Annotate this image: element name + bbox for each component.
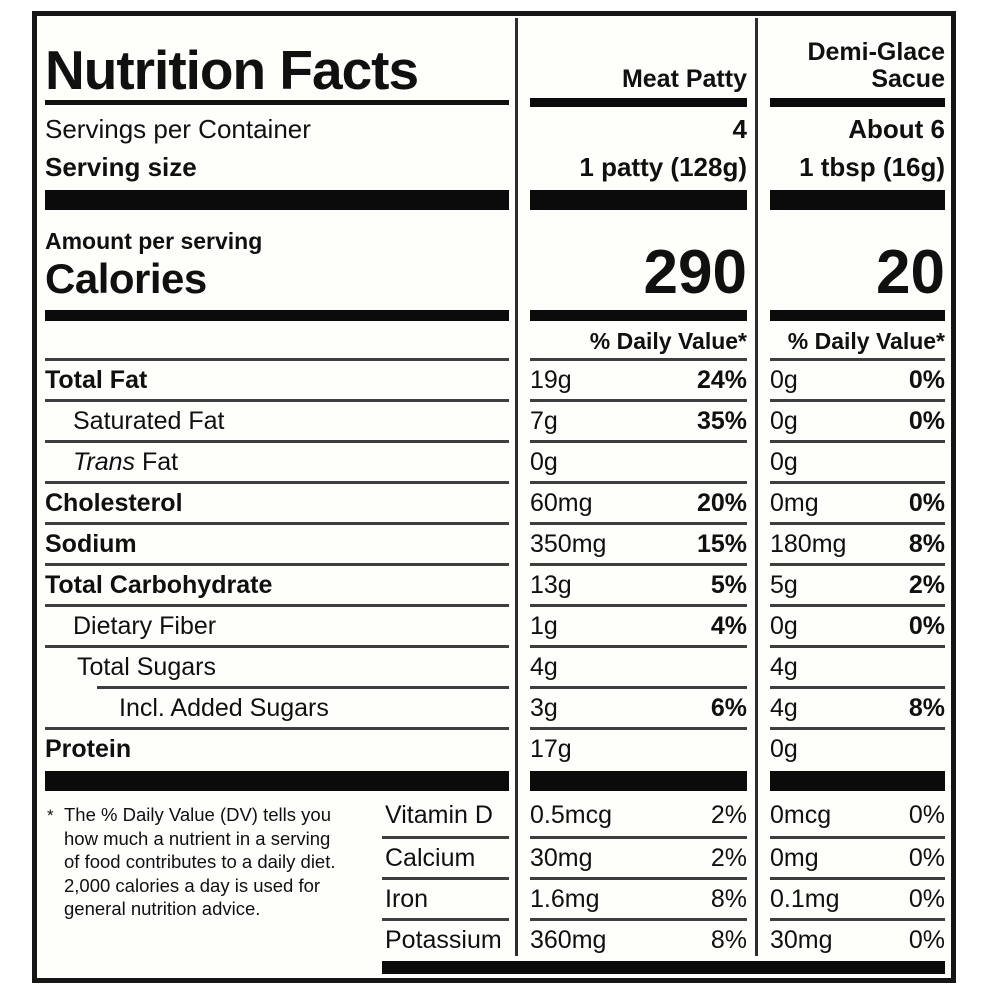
footnote-text: The % Daily Value (DV) tells you how muc… xyxy=(64,804,336,919)
nutrient-row-saturated-fat: Saturated Fat 7g 35% 0g 0% xyxy=(37,399,951,440)
column-divider-1 xyxy=(515,18,518,956)
daily-value-header-meat: % Daily Value* xyxy=(589,327,747,354)
serving-size-sauce: 1 tbsp (16g) xyxy=(799,152,945,182)
amount-per-serving-label: Amount per serving xyxy=(45,228,263,254)
thick-bar-row-2 xyxy=(37,768,951,795)
servings-value-sauce: About 6 xyxy=(848,114,945,144)
label-body: Nutrition Facts Meat Patty Demi-Glace Sac… xyxy=(37,16,951,978)
meat-patty-header-rule xyxy=(530,98,747,107)
header-row: Nutrition Facts Meat Patty Demi-Glace Sac… xyxy=(37,16,951,98)
daily-value-header-sauce: % Daily Value* xyxy=(787,327,945,354)
bottom-bar xyxy=(382,961,945,974)
vitamin-row-potassium: Potassium 360mg 8% 30mg 0% xyxy=(382,918,951,959)
nutrient-row-dietary-fiber: Dietary Fiber 1g 4% 0g 0% xyxy=(37,604,951,645)
vitamin-row-calcium: Calcium 30mg 2% 0mg 0% xyxy=(382,836,951,877)
footnote-asterisk: * xyxy=(47,806,54,825)
calories-label: Calories xyxy=(45,255,207,302)
nutrition-facts-label: Nutrition Facts Meat Patty Demi-Glace Sac… xyxy=(32,11,956,983)
header-rule-row xyxy=(37,98,951,111)
bottom-bar-row xyxy=(37,961,951,978)
daily-value-footnote: * The % Daily Value (DV) tells you how m… xyxy=(37,795,382,959)
daily-value-header-row: % Daily Value* % Daily Value* xyxy=(37,324,951,358)
servings-label: Servings per Container xyxy=(45,114,311,144)
sauce-name-line1: Demi-Glace xyxy=(807,38,945,66)
thick-bar-row-1 xyxy=(37,187,951,214)
vitamin-rows: Vitamin D 0.5mcg 2% 0mcg 0% Calcium 30mg 2%… xyxy=(382,795,951,959)
serving-size-row: Serving size 1 patty (128g) 1 tbsp (16g) xyxy=(37,148,951,187)
medium-bar-row xyxy=(37,308,951,324)
vitamin-row-vitamin-d: Vitamin D 0.5mcg 2% 0mcg 0% xyxy=(385,801,945,829)
label-title-cell: Nutrition Facts xyxy=(45,16,509,98)
serving-size-meat: 1 patty (128g) xyxy=(579,152,747,182)
column-header-meat-patty: Meat Patty xyxy=(621,65,747,93)
sauce-header-rule xyxy=(770,98,945,107)
serving-size-label: Serving size xyxy=(45,152,197,182)
servings-per-container-row: Servings per Container 4 About 6 xyxy=(37,111,951,148)
nutrient-row-total-fat: Total Fat 19g 24% 0g 0% xyxy=(37,358,951,399)
column-divider-2 xyxy=(755,18,758,956)
calories-value-sauce: 20 xyxy=(876,238,945,307)
nutrient-row-protein: Protein 17g 0g xyxy=(37,727,951,768)
vitamins-section: * The % Daily Value (DV) tells you how m… xyxy=(37,795,951,959)
nutrient-row-total-sugars: Total Sugars 4g 4g xyxy=(37,645,951,686)
column-header-sauce: Demi-Glace Sacue xyxy=(770,16,945,98)
nutrient-row-total-carbohydrate: Total Carbohydrate 13g 5% 5g 2% xyxy=(37,563,951,604)
calories-value-meat: 290 xyxy=(643,238,747,307)
nutrient-row-cholesterol: Cholesterol 60mg 20% 0mg 0% xyxy=(37,481,951,522)
nutrient-row-sodium: Sodium 350mg 15% 180mg 8% xyxy=(37,522,951,563)
vitamin-row-iron: Iron 1.6mg 8% 0.1mg 0% xyxy=(382,877,951,918)
nutrient-row-added-sugars: Incl. Added Sugars 3g 6% 4g 8% xyxy=(37,686,951,727)
nutrient-row-trans-fat: Trans Fat 0g 0g xyxy=(37,440,951,481)
title-underline xyxy=(45,100,509,105)
calories-row: Amount per serving Calories 290 20 xyxy=(37,214,951,308)
servings-value-meat: 4 xyxy=(732,114,747,144)
label-title: Nutrition Facts xyxy=(45,39,419,101)
sauce-name-line2: Sacue xyxy=(871,65,945,93)
